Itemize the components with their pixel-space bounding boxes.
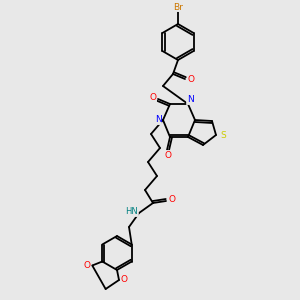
Text: Br: Br (173, 2, 183, 11)
Text: O: O (164, 151, 172, 160)
Text: O: O (169, 196, 176, 205)
Text: O: O (149, 94, 157, 103)
Text: O: O (121, 275, 128, 284)
Text: S: S (220, 130, 226, 140)
Text: O: O (188, 74, 194, 83)
Text: N: N (187, 95, 194, 104)
Text: HN: HN (126, 208, 138, 217)
Text: N: N (154, 116, 161, 124)
Text: O: O (84, 261, 91, 270)
